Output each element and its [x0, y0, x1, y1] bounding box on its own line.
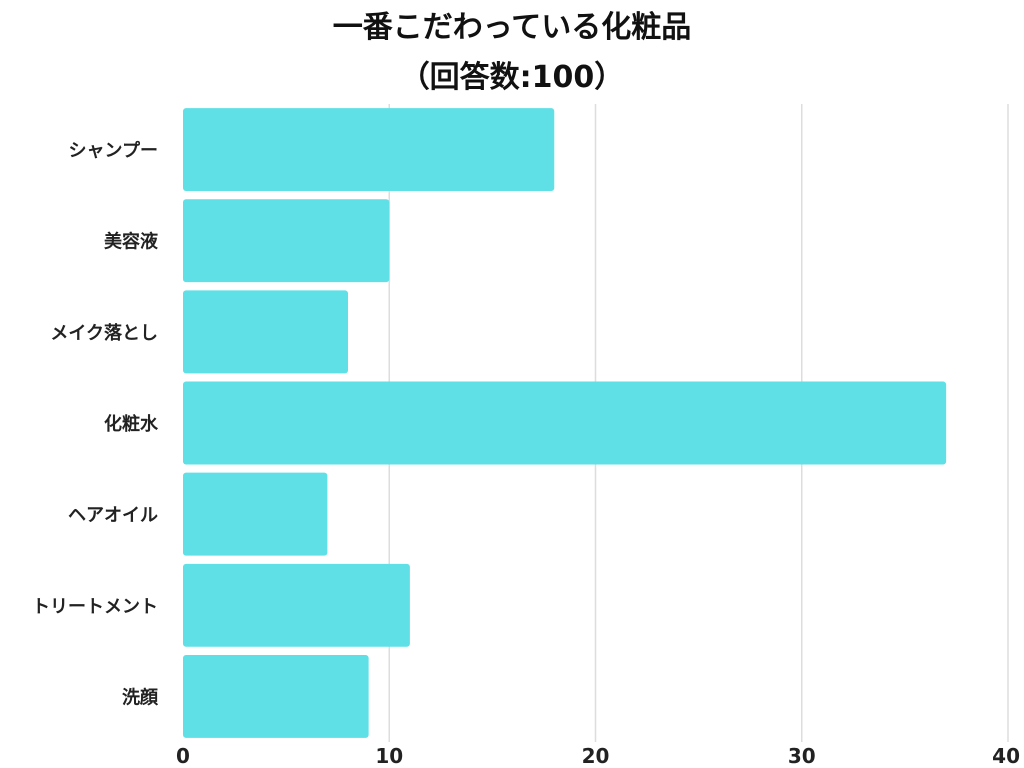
- bar: [183, 654, 369, 738]
- x-tick-label: 0: [176, 744, 190, 768]
- bar: [183, 563, 410, 647]
- category-label: ヘアオイル: [68, 505, 158, 526]
- x-tick-label: 10: [375, 744, 403, 768]
- bar: [183, 108, 555, 192]
- x-tick-label: 30: [788, 744, 816, 768]
- x-tick-labels: 0 10 20 30 40: [176, 744, 1020, 768]
- bar: [183, 290, 348, 374]
- bar: [183, 199, 390, 283]
- x-tick-label: 40: [992, 744, 1020, 768]
- chart-subtitle: （回答数:100）: [399, 60, 625, 95]
- category-label: 美容液: [104, 231, 159, 253]
- category-label: シャンプー: [69, 140, 158, 162]
- bar: [183, 472, 328, 556]
- chart-title: 一番こだわっている化粧品: [332, 10, 692, 45]
- category-label: トリートメント: [32, 596, 158, 617]
- bar: [183, 381, 947, 465]
- bars: [183, 108, 947, 738]
- category-label: 化粧水: [104, 413, 159, 435]
- category-label: 洗顔: [122, 686, 159, 708]
- category-label: メイク落とし: [50, 323, 158, 344]
- x-tick-label: 20: [582, 744, 610, 768]
